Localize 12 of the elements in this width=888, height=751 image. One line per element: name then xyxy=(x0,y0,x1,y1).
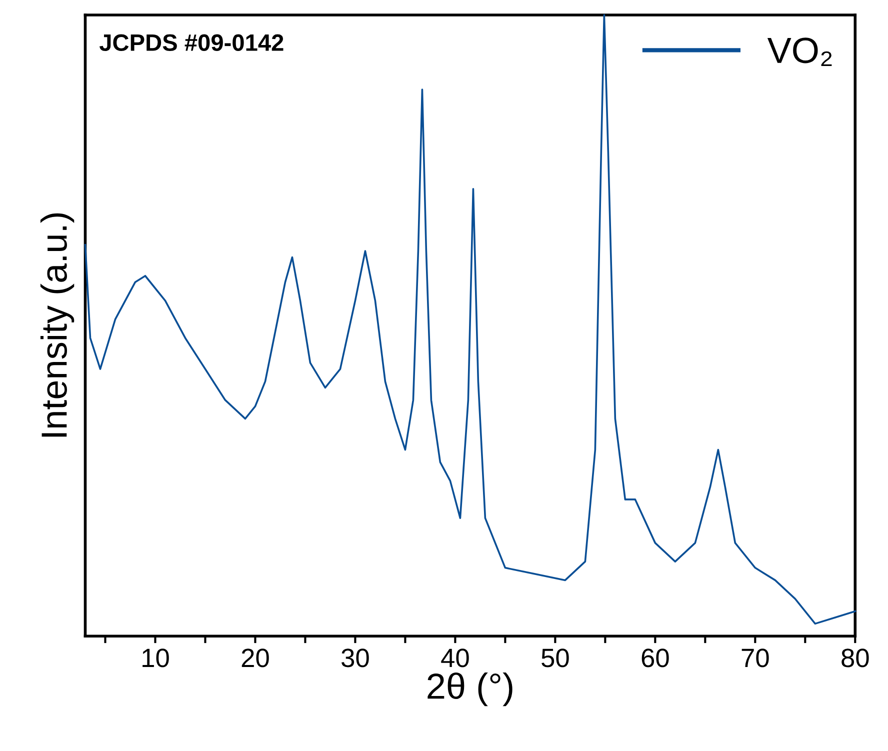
x-tick-label: 40 xyxy=(441,648,469,668)
x-tick-label: 10 xyxy=(142,648,169,668)
annotation: JCPDS #09-0142 xyxy=(99,34,284,51)
x-tick-label: 60 xyxy=(642,648,669,668)
x-tick-label: 20 xyxy=(242,648,269,668)
x-tick-label: 50 xyxy=(542,648,569,668)
x-tick-label: 30 xyxy=(342,648,369,668)
x-axis-title: 2θ (°) xyxy=(428,672,512,706)
x-tick-label: 80 xyxy=(842,648,869,668)
legend-label: VO₂ xyxy=(767,38,832,66)
x-tick-label: 70 xyxy=(742,648,769,668)
y-axis-title: Intensity (a.u.) xyxy=(40,213,74,437)
